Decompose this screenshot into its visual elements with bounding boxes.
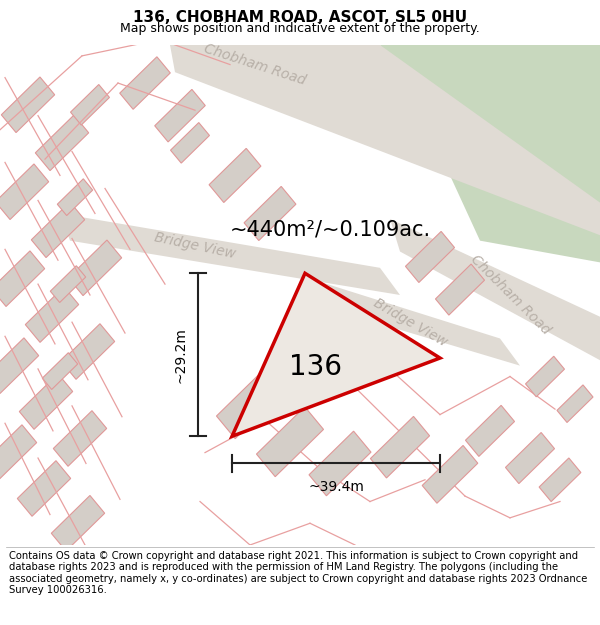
Polygon shape [436,264,485,315]
Text: Contains OS data © Crown copyright and database right 2021. This information is : Contains OS data © Crown copyright and d… [9,551,587,596]
Polygon shape [539,458,581,502]
Polygon shape [217,369,284,439]
Polygon shape [0,251,44,306]
Polygon shape [310,279,520,366]
Polygon shape [52,496,104,551]
Polygon shape [17,461,71,516]
Polygon shape [43,352,77,389]
Polygon shape [390,219,600,360]
Polygon shape [53,411,107,466]
Text: Bridge View: Bridge View [153,231,237,261]
Text: Map shows position and indicative extent of the property.: Map shows position and indicative extent… [120,22,480,35]
Polygon shape [256,407,323,477]
Text: Bridge View: Bridge View [371,296,449,349]
Polygon shape [466,406,515,456]
Text: ~39.4m: ~39.4m [308,481,364,494]
Text: ~440m²/~0.109ac.: ~440m²/~0.109ac. [229,220,431,240]
Polygon shape [406,231,455,282]
Polygon shape [31,202,85,258]
Polygon shape [61,324,115,379]
Polygon shape [309,431,371,496]
Text: 136, CHOBHAM ROAD, ASCOT, SL5 0HU: 136, CHOBHAM ROAD, ASCOT, SL5 0HU [133,10,467,25]
Polygon shape [1,77,55,132]
Polygon shape [422,446,478,503]
Text: ~29.2m: ~29.2m [173,327,187,382]
Polygon shape [170,45,600,235]
Polygon shape [71,84,109,125]
Polygon shape [60,214,400,295]
Polygon shape [557,385,593,423]
Text: Chobham Road: Chobham Road [467,253,553,338]
Polygon shape [505,432,554,484]
Polygon shape [0,425,37,481]
Polygon shape [380,45,600,262]
Polygon shape [0,164,49,219]
Polygon shape [0,338,38,394]
Text: 136: 136 [289,352,342,381]
Polygon shape [50,266,86,302]
Polygon shape [25,287,79,342]
Polygon shape [120,57,170,109]
Polygon shape [526,356,565,397]
Polygon shape [155,89,205,142]
Polygon shape [58,179,92,216]
Polygon shape [209,148,261,202]
Polygon shape [170,122,209,163]
Polygon shape [35,115,89,171]
Polygon shape [19,374,73,429]
Polygon shape [232,273,440,436]
Polygon shape [68,240,122,296]
Polygon shape [244,186,296,241]
Text: Chobham Road: Chobham Road [202,41,308,88]
Polygon shape [370,416,430,478]
